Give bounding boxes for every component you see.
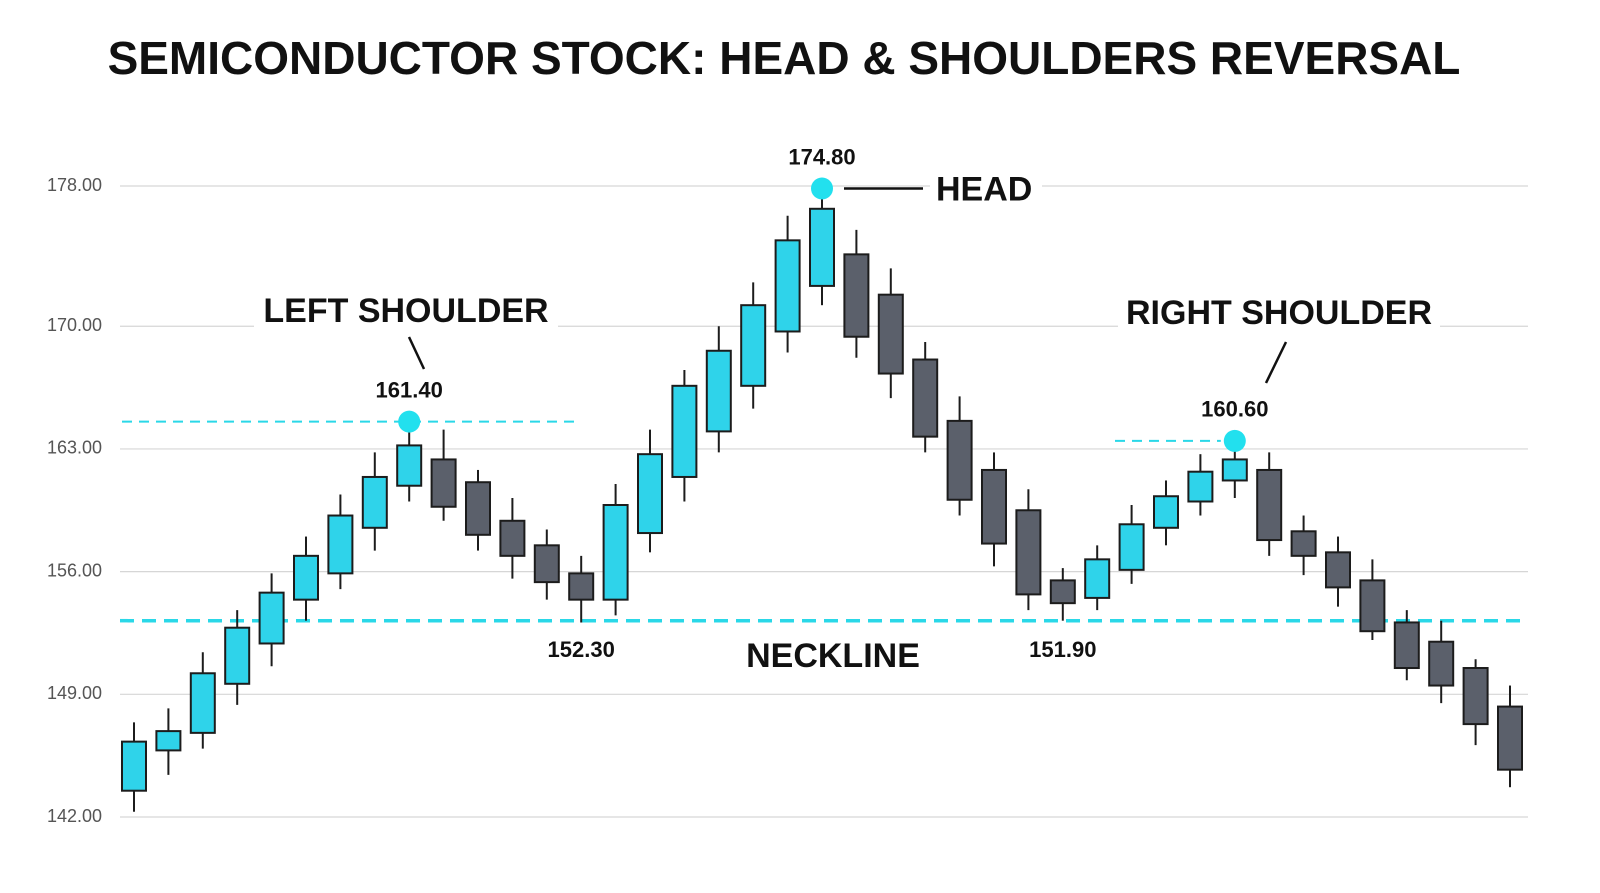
candle-body: [258, 591, 285, 645]
candle-body: [293, 554, 319, 601]
pattern-label: RIGHT SHOULDER: [1126, 294, 1432, 332]
candle-body: [637, 453, 663, 535]
label-bg: [930, 166, 1042, 211]
price-label: 161.40: [376, 377, 443, 402]
candle-body: [946, 419, 973, 501]
chart-title: SEMICONDUCTOR STOCK: HEAD & SHOULDERS RE…: [108, 32, 1461, 84]
annotations: 161.40 LEFT SHOULDER 174.80 HEAD 160.60 RIGHT…: [122, 144, 1440, 675]
price-label: 174.80: [788, 144, 855, 169]
candle-body: [121, 740, 147, 792]
candle-body: [705, 349, 732, 433]
candle-body: [1256, 468, 1283, 542]
y-tick-label: 163.00: [47, 438, 102, 458]
candle-body: [1428, 640, 1455, 687]
candle-body: [843, 253, 870, 338]
candle-body: [1462, 667, 1489, 726]
shoulder-dot: [1223, 429, 1246, 452]
candle-body: [155, 730, 182, 752]
candle-body: [568, 572, 595, 601]
candle-body: [602, 504, 629, 601]
price-label: 151.90: [1029, 637, 1096, 662]
candle-body: [671, 384, 698, 478]
label-bg: [254, 292, 558, 334]
candle-body: [430, 458, 457, 508]
candle-body: [465, 481, 491, 536]
price-label: 152.30: [548, 637, 615, 662]
candle-body: [1325, 551, 1351, 589]
candle-body: [327, 514, 354, 575]
candle-body: [1015, 509, 1042, 596]
candle-body: [774, 239, 801, 333]
candle-body: [224, 626, 251, 685]
candle-body: [189, 672, 216, 734]
candle-body: [1118, 523, 1145, 571]
shoulder-dot: [398, 410, 421, 433]
head-dot: [811, 177, 833, 200]
candle-body: [1393, 621, 1420, 670]
candle-body: [1187, 470, 1214, 503]
candle-body: [1153, 495, 1179, 529]
y-tick-label: 170.00: [47, 315, 102, 335]
plot: [120, 196, 1528, 812]
candle-body: [1049, 579, 1076, 605]
y-tick-label: 156.00: [47, 560, 102, 580]
candle-body: [809, 207, 835, 287]
candle-body: [1497, 705, 1523, 771]
candle-body: [877, 293, 904, 375]
pattern-label: LEFT SHOULDER: [263, 292, 548, 330]
label-bg: [1118, 293, 1440, 335]
candle-body: [396, 444, 423, 487]
candle-body: [912, 358, 939, 438]
price-label: 160.60: [1201, 397, 1268, 422]
candle-body: [533, 544, 560, 584]
pointer: [407, 336, 426, 370]
candle-body: [740, 304, 767, 387]
candle-body: [1221, 458, 1248, 482]
candle-body: [981, 468, 1007, 545]
candle-body: [361, 475, 388, 529]
y-tick-label: 149.00: [47, 683, 102, 703]
candle-body: [1084, 558, 1111, 599]
y-tick-label: 178.00: [47, 175, 102, 195]
pointer: [1264, 341, 1288, 384]
candle-body: [1359, 579, 1386, 633]
y-tick-label: 142.00: [47, 806, 102, 826]
candle-body: [1290, 530, 1317, 557]
pattern-label: HEAD: [936, 171, 1032, 209]
neckline-label: NECKLINE: [746, 637, 920, 675]
candle-body: [499, 519, 526, 557]
